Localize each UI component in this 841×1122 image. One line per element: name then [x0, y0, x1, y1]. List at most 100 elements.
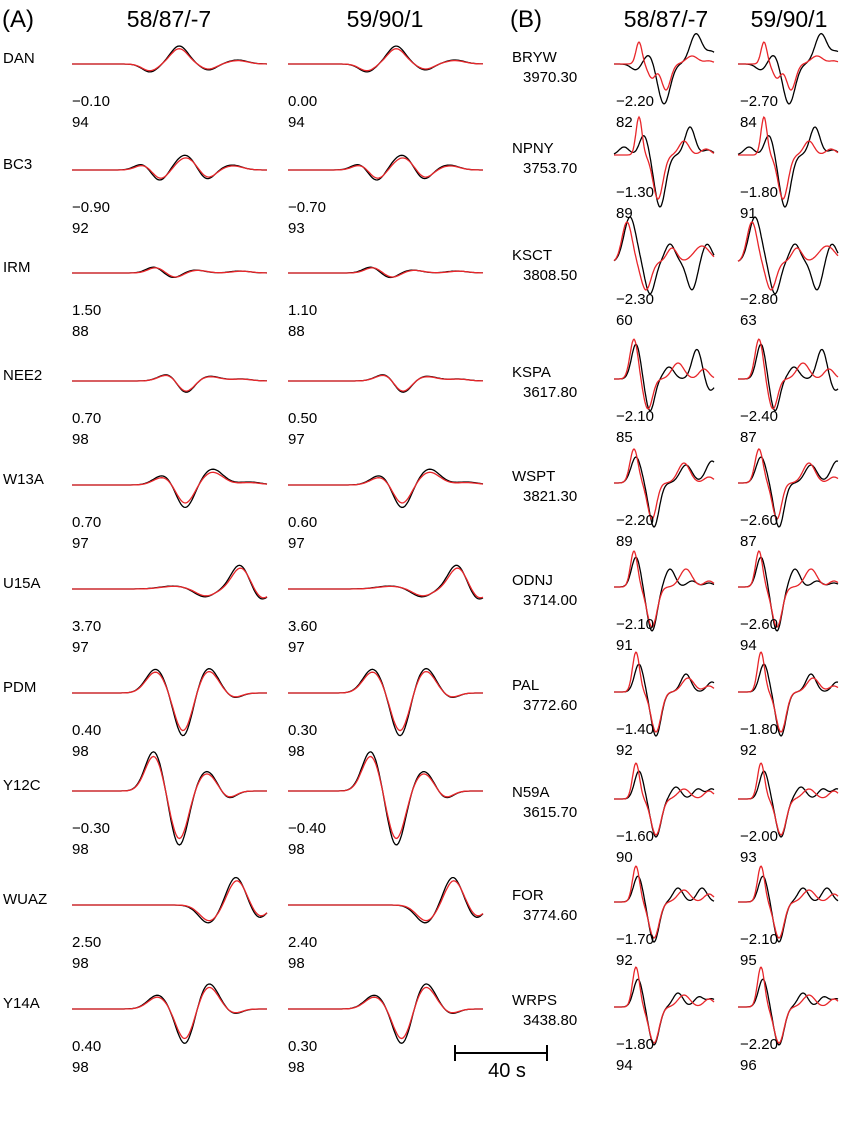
- synthetic-trace: [288, 471, 484, 504]
- observed-trace: [72, 154, 267, 181]
- synthetic-trace: [614, 448, 715, 520]
- fit-value: 82: [616, 114, 633, 131]
- time-shift-value: −2.00: [740, 828, 778, 845]
- synthetic-trace: [737, 221, 839, 291]
- fit-value: 96: [740, 1057, 757, 1074]
- distance-value: 3970.30: [523, 69, 577, 86]
- station-label: NEE2: [3, 367, 42, 384]
- fit-value: 88: [72, 323, 89, 340]
- scale-bar: 40 s: [454, 1045, 548, 1082]
- distance-value: 3774.60: [523, 907, 577, 924]
- synthetic-trace: [72, 267, 267, 278]
- observed-trace: [288, 667, 483, 737]
- time-shift-value: −0.90: [72, 199, 110, 216]
- station-label: IRM: [3, 259, 31, 276]
- fit-value: 97: [288, 535, 305, 552]
- fit-value: 98: [72, 841, 89, 858]
- observed-trace: [72, 564, 268, 600]
- synthetic-trace: [288, 567, 484, 599]
- time-shift-value: −2.10: [740, 931, 778, 948]
- panel-b-col1-header: 58/87/-7: [624, 6, 708, 32]
- time-shift-value: −2.80: [740, 291, 778, 308]
- fit-value: 98: [72, 1059, 89, 1076]
- synthetic-trace: [614, 41, 715, 91]
- synthetic-trace: [613, 221, 715, 291]
- panel-a-col1-header: 58/87/-7: [127, 6, 211, 32]
- synthetic-trace: [738, 651, 839, 733]
- synthetic-trace: [738, 762, 839, 836]
- time-shift-value: −2.30: [616, 291, 654, 308]
- synthetic-trace: [738, 338, 839, 410]
- time-shift-value: −1.60: [616, 828, 654, 845]
- panel-a-col2-header: 59/90/1: [347, 6, 424, 32]
- observed-trace: [288, 876, 484, 924]
- distance-value: 3714.00: [523, 592, 577, 609]
- panel-b-col2-header: 59/90/1: [751, 6, 828, 32]
- time-shift-value: 3.60: [288, 618, 317, 635]
- observed-trace: [72, 374, 267, 393]
- time-shift-value: −0.30: [72, 820, 110, 837]
- synthetic-trace: [288, 670, 483, 732]
- fit-value: 98: [288, 1059, 305, 1076]
- synthetic-trace: [72, 986, 267, 1040]
- synthetic-trace: [614, 762, 715, 836]
- synthetic-trace: [72, 670, 267, 732]
- fit-value: 97: [72, 535, 89, 552]
- fit-value: 92: [72, 220, 89, 237]
- synthetic-trace: [72, 880, 268, 922]
- synthetic-trace: [72, 374, 267, 392]
- time-shift-value: 0.30: [288, 1038, 317, 1055]
- fit-value: 87: [740, 533, 757, 550]
- distance-value: 3753.70: [523, 160, 577, 177]
- observed-trace: [614, 456, 715, 528]
- fit-value: 97: [72, 639, 89, 656]
- time-shift-value: −1.30: [616, 184, 654, 201]
- fit-value: 63: [740, 312, 757, 329]
- station-label: WRPS: [512, 992, 557, 1009]
- observed-trace: [288, 374, 483, 393]
- fit-value: 92: [616, 742, 633, 759]
- observed-trace: [613, 216, 715, 295]
- synthetic-trace: [614, 550, 715, 628]
- panel-b-label: (B): [510, 6, 542, 33]
- station-label: WUAZ: [3, 891, 47, 908]
- time-shift-value: 0.40: [72, 722, 101, 739]
- station-label: BRYW: [512, 49, 558, 66]
- station-label: U15A: [3, 575, 41, 592]
- station-label: KSPA: [512, 364, 551, 381]
- time-shift-value: 2.40: [288, 934, 317, 951]
- station-label: DAN: [3, 50, 35, 67]
- synthetic-trace: [288, 880, 484, 922]
- observed-trace: [288, 154, 483, 181]
- synthetic-trace: [614, 651, 715, 733]
- time-shift-value: −2.60: [740, 616, 778, 633]
- station-label: BC3: [3, 156, 32, 173]
- observed-trace: [72, 983, 267, 1044]
- time-shift-value: −2.10: [616, 616, 654, 633]
- time-shift-value: −0.40: [288, 820, 326, 837]
- time-shift-value: −2.20: [740, 1036, 778, 1053]
- observed-trace: [72, 876, 268, 924]
- synthetic-trace: [72, 567, 268, 599]
- time-shift-value: −0.10: [72, 93, 110, 110]
- synthetic-trace: [614, 115, 715, 200]
- synthetic-trace: [738, 550, 839, 628]
- fit-value: 98: [72, 743, 89, 760]
- time-shift-value: −2.40: [740, 408, 778, 425]
- observed-trace: [737, 216, 839, 295]
- time-shift-value: 0.30: [288, 722, 317, 739]
- observed-trace: [72, 668, 267, 737]
- fit-value: 89: [616, 205, 633, 222]
- synthetic-trace: [288, 755, 483, 840]
- synthetic-trace: [288, 986, 483, 1040]
- time-shift-value: −1.80: [740, 721, 778, 738]
- station-label: FOR: [512, 887, 544, 904]
- station-label: W13A: [3, 471, 44, 488]
- time-shift-value: −0.70: [288, 199, 326, 216]
- synthetic-trace: [738, 448, 839, 520]
- labels-layer: DAN −0.10 94 0.00 94 BC3 −0.90 92 −0.70 93 IRM 1.50…: [3, 49, 778, 1076]
- station-label: NPNY: [512, 140, 554, 157]
- synthetic-trace: [738, 115, 839, 200]
- fit-value: 93: [740, 849, 757, 866]
